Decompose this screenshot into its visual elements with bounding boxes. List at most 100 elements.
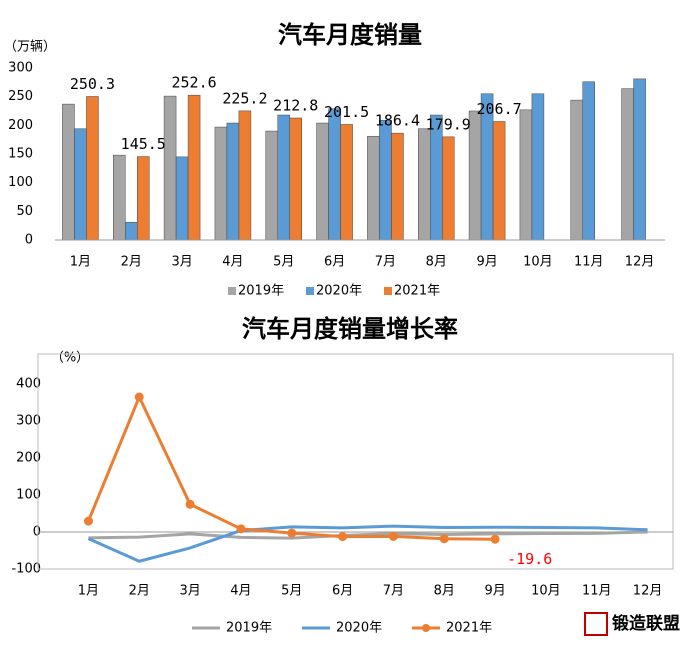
point	[185, 499, 195, 509]
x-tick-label: 1月	[78, 584, 99, 599]
bar	[468, 110, 482, 241]
x-tick-label: 6月	[324, 255, 345, 270]
value-label: 206.7	[477, 100, 522, 118]
bar	[163, 95, 177, 241]
legend-swatch	[384, 287, 392, 295]
point	[439, 534, 449, 544]
y-tick-label: 50	[16, 204, 33, 219]
y-tick-label: 300	[8, 61, 33, 76]
bar	[289, 117, 302, 241]
x-tick-label: 2月	[129, 584, 150, 599]
logo: 锻造联盟	[612, 613, 680, 634]
value-label: 250.3	[70, 75, 115, 93]
x-tick-label: 7月	[383, 584, 404, 599]
legend-swatch	[306, 287, 314, 295]
value-label: -19.6	[507, 550, 552, 568]
y-unit: （%）	[51, 351, 89, 366]
value-label: 179.9	[426, 115, 471, 133]
bar	[226, 122, 240, 241]
value-label: 186.4	[375, 112, 420, 130]
point	[236, 524, 246, 534]
legend-label: 2020年	[336, 621, 382, 636]
x-tick-label: 2月	[121, 255, 142, 270]
line-series	[87, 393, 496, 541]
bar	[175, 156, 189, 241]
value-label: 145.5	[121, 135, 166, 153]
y-tick-label: 0	[33, 525, 41, 540]
legend-label: 2019年	[238, 284, 284, 299]
point	[490, 534, 500, 544]
y-tick-label: -100	[11, 562, 41, 577]
line-series	[88, 530, 648, 540]
legend-label: 2020年	[316, 284, 362, 299]
bar	[519, 109, 533, 241]
bar	[137, 156, 150, 241]
point	[134, 392, 144, 402]
y-unit: （万辆）	[4, 40, 56, 55]
y-tick-label: 250	[8, 89, 33, 104]
x-tick-label: 12月	[633, 584, 663, 599]
x-tick-label: 9月	[484, 584, 505, 599]
value-label: 201.5	[324, 103, 369, 121]
bar	[238, 110, 252, 241]
x-tick-label: 5月	[273, 255, 294, 270]
bar	[492, 121, 506, 241]
bar	[531, 93, 545, 241]
bar	[340, 124, 353, 241]
point	[388, 531, 398, 541]
x-tick-label: 3月	[171, 255, 192, 270]
x-tick-label: 5月	[281, 584, 302, 599]
y-tick-label: 150	[8, 147, 33, 162]
bar	[430, 114, 443, 241]
bar	[125, 221, 138, 241]
plot-frame	[37, 353, 674, 570]
bar	[633, 78, 646, 241]
bar	[214, 126, 228, 241]
y-tick-label: 200	[16, 451, 41, 466]
y-tick-label: 300	[16, 414, 41, 429]
x-tick-label: 1月	[70, 255, 91, 270]
bar	[328, 108, 341, 241]
x-tick-label: 6月	[332, 584, 353, 599]
point	[83, 516, 93, 526]
bar	[379, 119, 392, 241]
chart-title: 汽车月度销量增长率	[242, 315, 458, 343]
line-series	[87, 524, 648, 563]
x-tick-label: 8月	[426, 255, 447, 270]
bar	[74, 128, 87, 241]
bar	[113, 154, 126, 241]
value-label: 252.6	[172, 74, 217, 92]
legend-swatch	[228, 287, 236, 295]
chart-title: 汽车月度销量	[278, 21, 422, 49]
x-tick-label: 4月	[230, 584, 251, 599]
bar	[570, 99, 583, 241]
y-tick-label: 100	[8, 175, 33, 190]
x-tick-label: 10月	[523, 255, 553, 270]
y-tick-label: 100	[16, 488, 41, 503]
bar	[277, 114, 290, 241]
point	[338, 532, 348, 542]
value-label: 225.2	[222, 89, 267, 107]
x-tick-label: 10月	[531, 584, 561, 599]
x-tick-label: 11月	[582, 584, 612, 599]
value-label: 212.8	[273, 96, 318, 114]
bar	[86, 96, 99, 241]
x-tick-label: 12月	[625, 255, 655, 270]
bar	[265, 130, 278, 241]
bar	[582, 81, 595, 241]
x-tick-label: 9月	[476, 255, 497, 270]
x-tick-label: 8月	[434, 584, 455, 599]
bar	[418, 128, 431, 241]
x-tick-label: 3月	[179, 584, 200, 599]
legend-label: 2021年	[446, 621, 492, 636]
y-tick-label: 400	[16, 377, 41, 392]
bar	[391, 132, 404, 241]
y-tick-label: 0	[25, 233, 33, 248]
y-tick-label: 200	[8, 118, 33, 133]
legend-label: 2019年	[226, 621, 272, 636]
legend-marker	[422, 624, 430, 632]
bar	[442, 136, 455, 241]
bar	[621, 88, 634, 241]
legend-label: 2021年	[394, 284, 440, 299]
